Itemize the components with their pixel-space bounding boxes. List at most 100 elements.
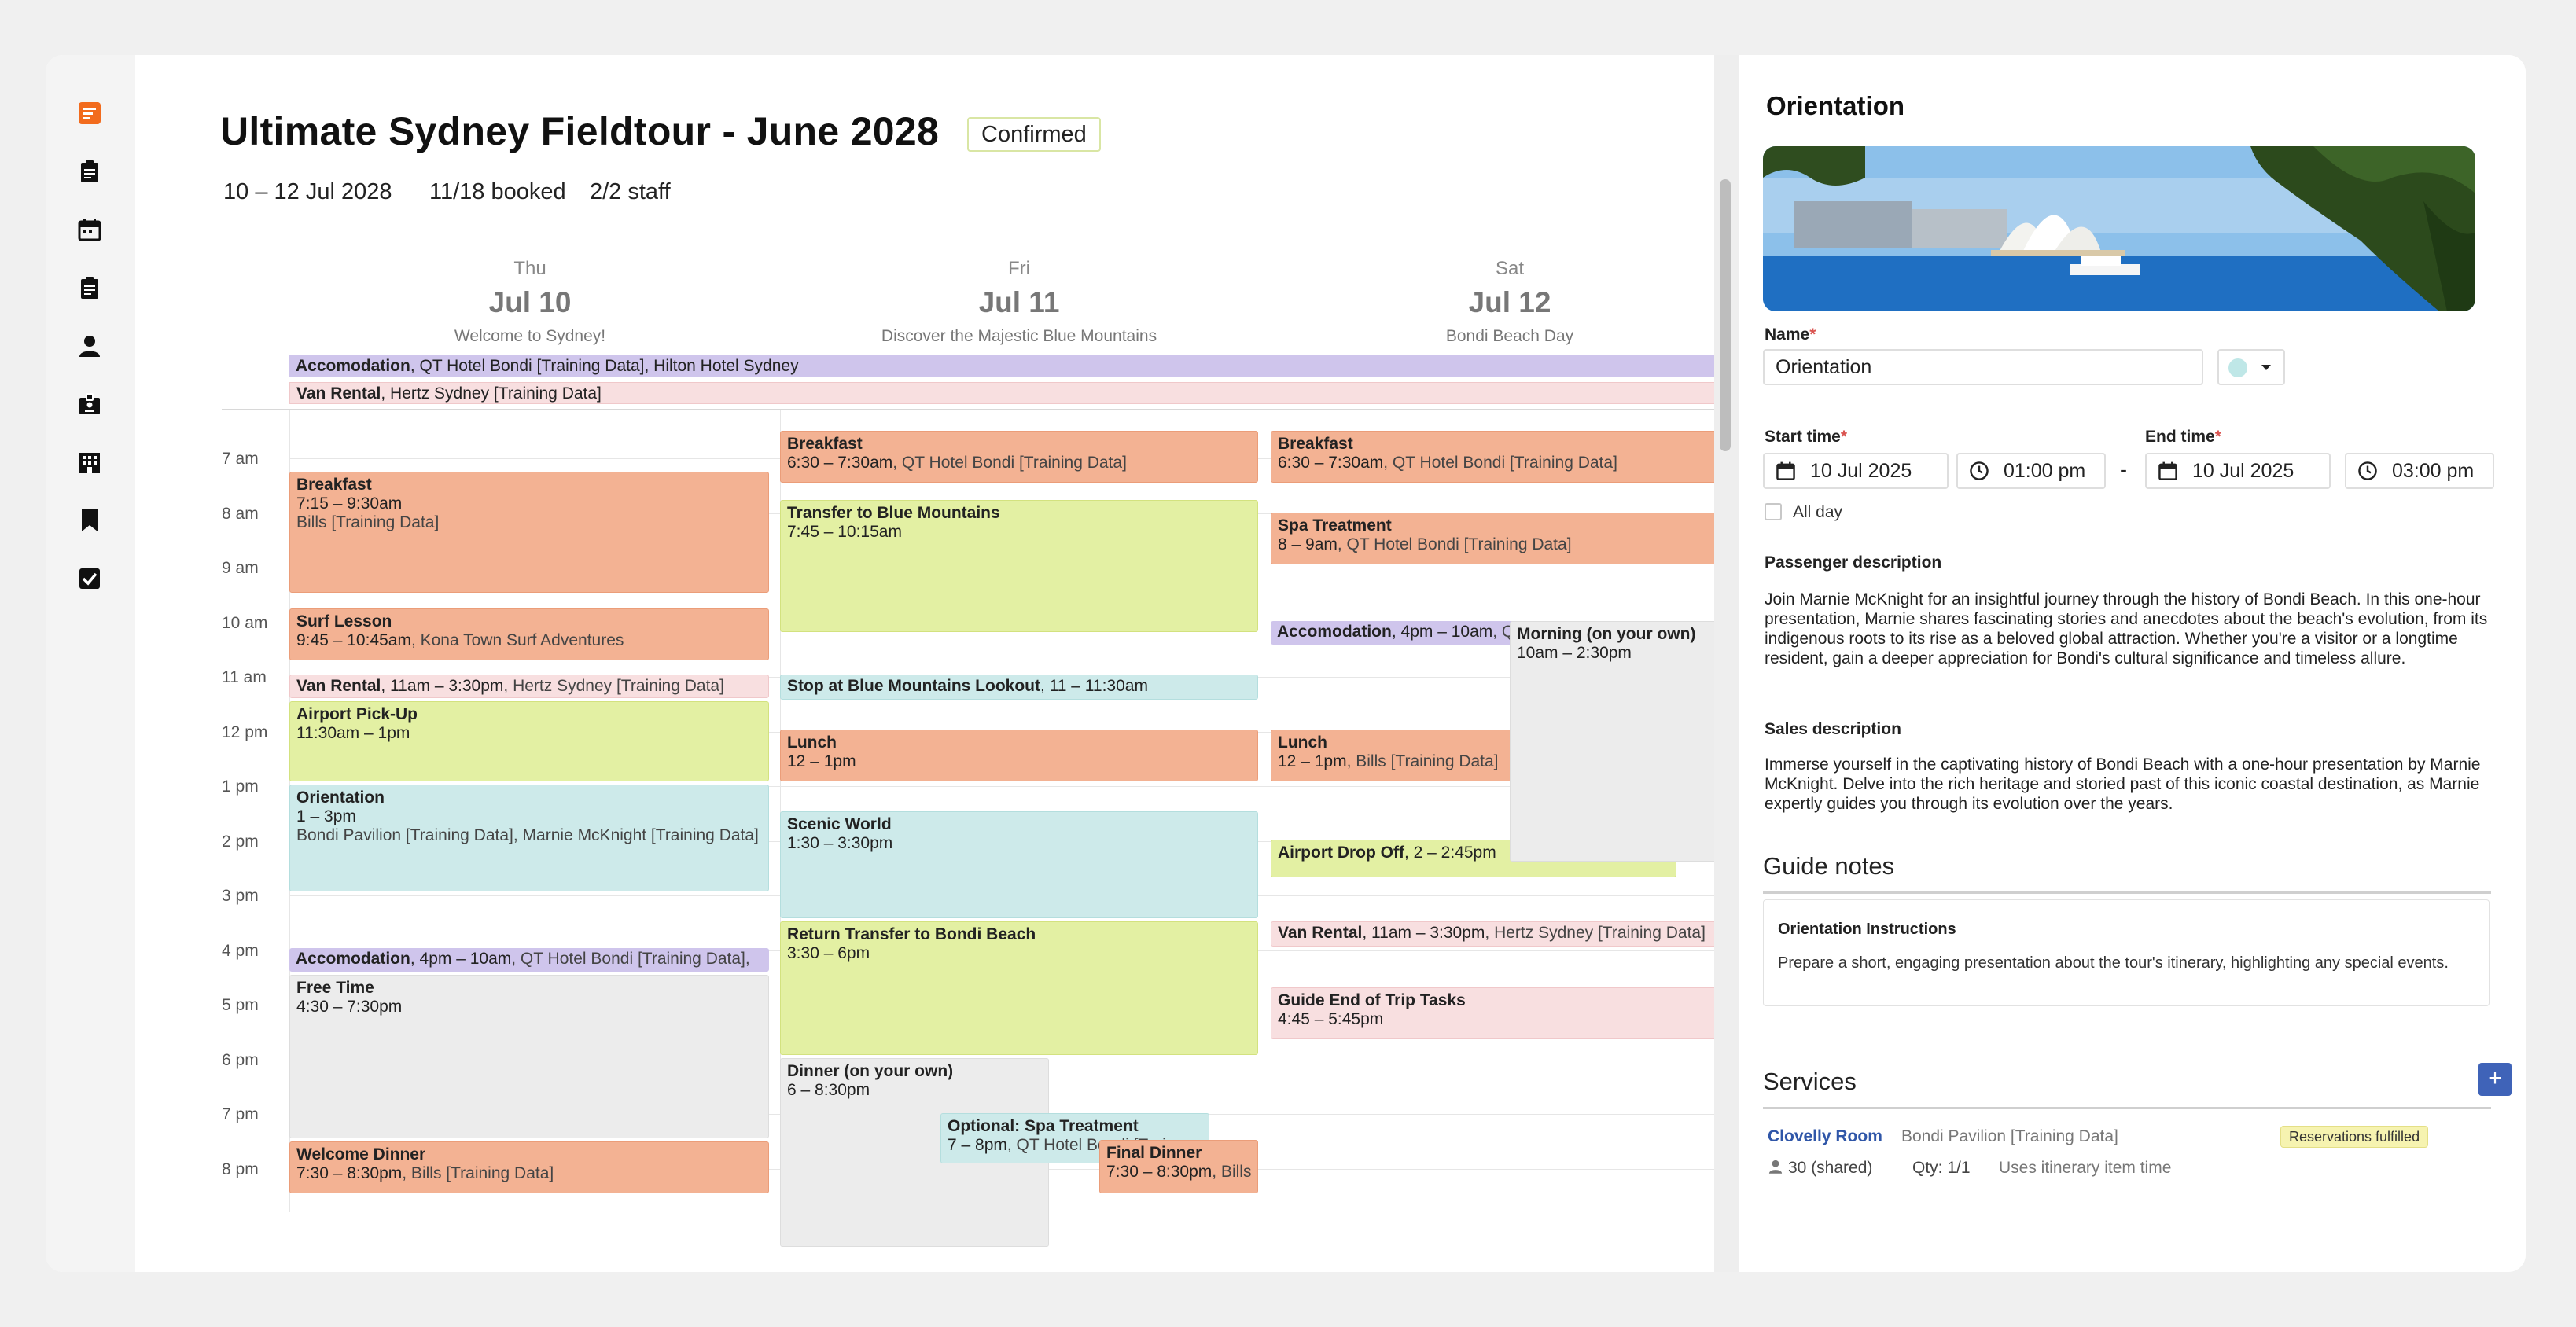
event-location: , QT Hotel Bondi [Training Data] [1337,535,1572,553]
event-title: Breakfast [787,435,863,453]
clipboard-icon[interactable] [75,157,104,186]
event-time: , 2 – 2:45pm [1404,844,1496,862]
time-label: 4 pm [222,942,259,960]
event-title: Breakfast [296,476,372,494]
passenger-description-label: Passenger description [1765,553,1942,572]
event-airport-pickup[interactable]: Airport Pick-Up 11:30am – 1pm [289,701,769,781]
event-location: , Kona Town Surf Adventures [410,631,624,649]
allday-van-rental[interactable]: Van Rental, Hertz Sydney [Training Data] [289,382,1744,404]
event-spa-treatment[interactable]: Spa Treatment 8 – 9am, QT Hotel Bondi [T… [1271,513,1747,564]
event-time: 8 – 9am [1278,535,1338,553]
guide-note-card[interactable]: Orientation Instructions Prepare a short… [1763,899,2490,1006]
event-accomodation[interactable]: Accomodation, 4pm – 10am, QT [1271,621,1514,645]
event-title: Lunch [1278,733,1327,752]
itinerary-icon[interactable] [75,99,104,127]
section-divider [1763,891,2491,894]
event-free-time[interactable]: Free Time 4:30 – 7:30pm [289,975,769,1138]
event-location: , Hertz Sydney [Training Data] [503,677,724,695]
event-van-rental[interactable]: Van Rental, 11am – 3:30pm, Hertz Sydney … [289,675,769,698]
event-title: Stop at Blue Mountains Lookout [787,677,1040,695]
tour-dates: 10 – 12 Jul 2028 [223,179,392,204]
event-time: 6:30 – 7:30am [1278,454,1384,472]
event-title: Surf Lesson [296,612,392,630]
all-day-checkbox[interactable] [1765,503,1782,520]
event-breakfast[interactable]: Breakfast 6:30 – 7:30am, QT Hotel Bondi … [1271,431,1747,483]
event-orientation[interactable]: Orientation 1 – 3pm Bondi Pavilion [Trai… [289,785,769,891]
day-date: Jul 10 [488,286,572,318]
time-label: 12 pm [222,723,268,741]
sales-description-text[interactable]: Immerse yourself in the captivating hist… [1765,755,2481,813]
event-time: 4:30 – 7:30pm [296,998,403,1016]
event-time: 7 – 8pm [948,1136,1007,1154]
clock-icon [1969,461,1989,485]
start-time-input[interactable]: 01:00 pm [1956,453,2106,489]
time-label: 6 pm [222,1051,259,1069]
time-label: 2 pm [222,833,259,851]
calendar-icon [2158,461,2178,485]
end-time-input[interactable]: 03:00 pm [2345,453,2494,489]
time-label: 9 am [222,559,259,577]
day-header-fri[interactable]: Fri Jul 11 Discover the Majestic Blue Mo… [775,258,1263,346]
event-title: Accomodation [296,357,410,375]
event-title: Dinner (on your own) [787,1062,954,1080]
event-title: Van Rental [296,677,381,695]
allday-accomodation[interactable]: Accomodation, QT Hotel Bondi [Training D… [289,355,1744,377]
event-surf-lesson[interactable]: Surf Lesson 9:45 – 10:45am, Kona Town Su… [289,608,769,660]
building-icon[interactable] [75,448,104,476]
event-time: 12 – 1pm [787,752,856,770]
time-label: 7 am [222,450,259,468]
event-title: Breakfast [1278,435,1353,453]
service-name-link[interactable]: Clovelly Room [1768,1127,1882,1145]
event-time: , 4pm – 10am [410,950,512,968]
event-lunch[interactable]: Lunch 12 – 1pm [780,730,1258,781]
scrollbar-thumb[interactable] [1720,179,1731,451]
event-lunch[interactable]: Lunch 12 – 1pm, Bills [Training Data] [1271,730,1514,781]
guide-notes-heading: Guide notes [1763,852,1895,880]
event-title: Van Rental [296,384,381,403]
id-badge-icon[interactable] [75,390,104,418]
event-location: , Bills [Training Data] [1346,752,1499,770]
time-label: 3 pm [222,887,259,905]
event-morning-own[interactable]: Morning (on your own) 10am – 2:30pm [1510,621,1747,862]
event-location: , Hertz Sydney [Training Data] [1485,924,1706,942]
add-service-button[interactable]: + [2478,1063,2512,1096]
event-blue-mountains-lookout[interactable]: Stop at Blue Mountains Lookout, 11 – 11:… [780,675,1258,700]
event-time: , 11am – 3:30pm [1362,924,1485,942]
day-date: Jul 12 [1468,286,1551,318]
event-guide-end-of-trip[interactable]: Guide End of Trip Tasks 4:45 – 5:45pm [1271,987,1747,1039]
panel-title: Orientation [1766,91,1905,120]
event-time: 12 – 1pm [1278,752,1347,770]
event-final-dinner[interactable]: Final Dinner 7:30 – 8:30pm, Bills [1099,1140,1258,1193]
event-accomodation[interactable]: Accomodation, 4pm – 10am, QT Hotel Bondi… [289,948,769,972]
name-input[interactable]: Orientation [1763,349,2203,385]
bookmark-icon[interactable] [75,506,104,535]
event-van-rental[interactable]: Van Rental, 11am – 3:30pm, Hertz Sydney … [1271,921,1747,947]
event-title: Spa Treatment [1278,516,1392,535]
color-picker[interactable] [2217,349,2285,385]
start-time-label: Start time* [1765,428,1848,446]
event-time: 10am – 2:30pm [1517,644,1632,662]
event-transfer-blue-mountains[interactable]: Transfer to Blue Mountains 7:45 – 10:15a… [780,500,1258,632]
event-title: Van Rental [1278,924,1363,942]
event-scenic-world[interactable]: Scenic World 1:30 – 3:30pm [780,811,1258,918]
event-airport-dropoff[interactable]: Airport Drop Off, 2 – 2:45pm [1271,840,1676,877]
event-photo [1763,146,2475,311]
event-return-transfer[interactable]: Return Transfer to Bondi Beach 3:30 – 6p… [780,921,1258,1055]
event-title: Airport Drop Off [1278,844,1404,862]
time-label: 10 am [222,614,268,632]
checkbox-icon[interactable] [75,564,104,593]
booked-count: 11/18 booked [429,179,566,204]
event-title: Transfer to Blue Mountains [787,504,1000,522]
event-breakfast[interactable]: Breakfast 6:30 – 7:30am, QT Hotel Bondi … [780,431,1258,483]
day-header-thu[interactable]: Thu Jul 10 Welcome to Sydney! [286,258,774,346]
event-time: 3:30 – 6pm [787,944,870,962]
status-badge[interactable]: Confirmed [967,117,1101,152]
day-header-sat[interactable]: Sat Jul 12 Bondi Beach Day [1266,258,1754,346]
person-icon[interactable] [75,332,104,360]
passenger-description-text[interactable]: Join Marnie McKnight for an insightful j… [1765,590,2488,667]
event-title: Welcome Dinner [296,1145,426,1163]
event-breakfast[interactable]: Breakfast 7:15 – 9:30am Bills [Training … [289,472,769,593]
calendar-icon[interactable] [75,215,104,244]
event-welcome-dinner[interactable]: Welcome Dinner 7:30 – 8:30pm, Bills [Tra… [289,1141,769,1193]
clipboard-list-icon[interactable] [75,274,104,302]
